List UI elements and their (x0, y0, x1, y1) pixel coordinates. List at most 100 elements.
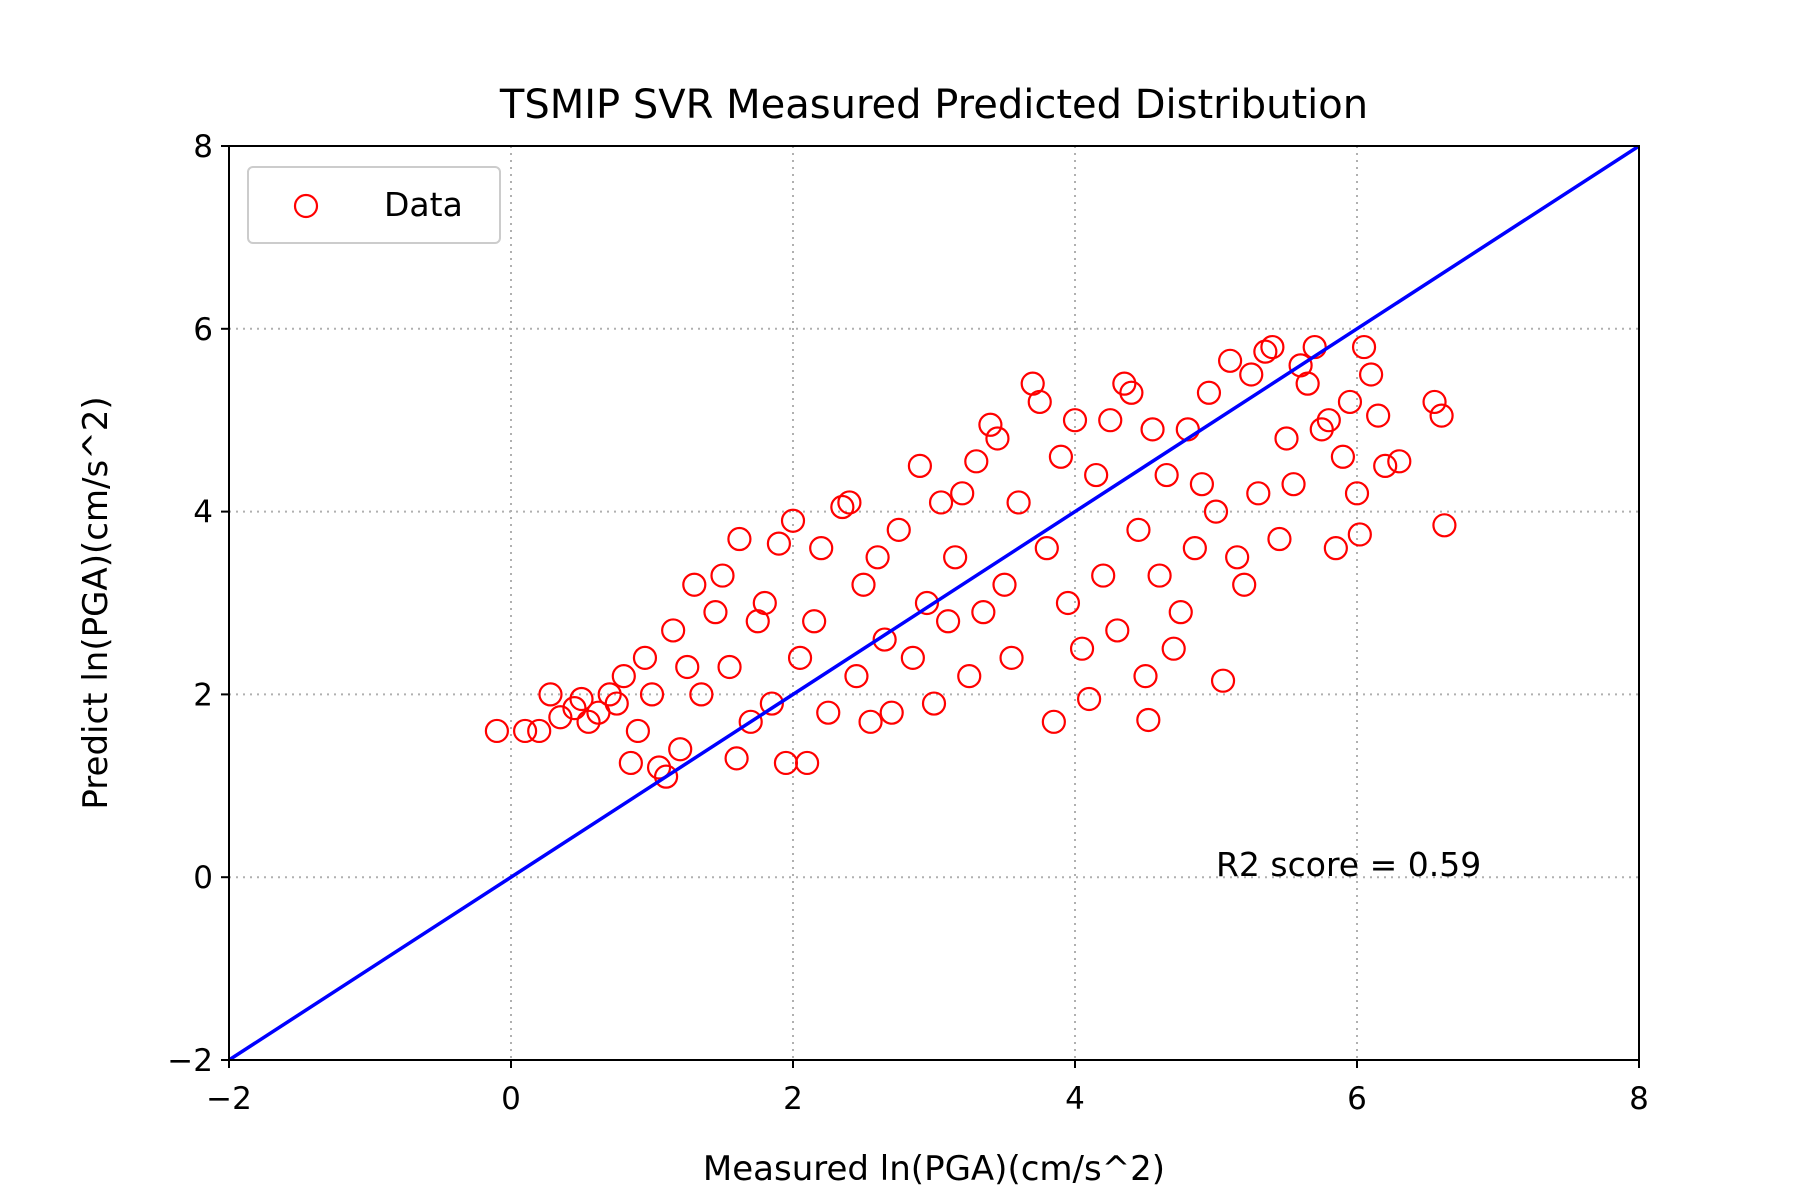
data-point (766, 531, 792, 556)
data-point (794, 750, 820, 776)
data-point (1373, 453, 1398, 478)
data-point (886, 517, 911, 542)
legend-label: Data (384, 185, 463, 224)
data-point (1161, 636, 1186, 661)
data-point (618, 750, 643, 776)
y-axis-label: Predict ln(PGA)(cm/s^2) (76, 396, 116, 809)
data-point (1239, 362, 1264, 387)
data-point (1203, 499, 1229, 524)
data-point (738, 709, 763, 734)
data-point (1076, 686, 1102, 712)
data-point (1267, 526, 1292, 552)
data-point (1126, 517, 1151, 542)
data-point (851, 572, 876, 597)
data-point (1084, 462, 1109, 488)
data-point (661, 618, 686, 643)
data-point (950, 481, 975, 506)
data-point (992, 572, 1017, 597)
data-point (548, 705, 573, 730)
data-point (1274, 426, 1299, 451)
data-point (717, 654, 742, 680)
y-tick-label: −2 (167, 1043, 213, 1079)
data-point (907, 453, 933, 478)
plot-frame (228, 145, 1640, 1061)
data-point (1295, 371, 1320, 396)
data-point (1344, 481, 1370, 506)
data-point (1062, 408, 1088, 433)
y-tick-label: 4 (193, 495, 213, 531)
data-point (1432, 513, 1457, 538)
x-tick-label: 6 (1347, 1081, 1367, 1117)
data-point (921, 691, 947, 716)
data-point (1140, 417, 1165, 442)
y-tick-label: 8 (193, 129, 213, 165)
data-point (569, 686, 594, 712)
data-point (985, 426, 1010, 451)
data-point (1133, 664, 1158, 689)
data-point (816, 700, 841, 725)
data-point (971, 600, 996, 625)
data-point (1217, 348, 1243, 373)
data-point (639, 682, 665, 707)
data-point (1168, 600, 1193, 625)
data-point (710, 563, 735, 588)
data-point (1351, 334, 1377, 360)
data-point (1330, 444, 1356, 469)
data-point (1232, 572, 1257, 597)
legend-marker-icon (293, 193, 319, 219)
data-point (682, 572, 707, 597)
data-point (1422, 389, 1447, 415)
data-point (527, 718, 552, 744)
axis-ticks: −2 0 2 4 6 8 −2 0 2 4 6 8 (167, 129, 1649, 1117)
data-point (900, 645, 925, 670)
data-point (943, 545, 968, 570)
data-point (538, 682, 563, 707)
data-point (1154, 462, 1179, 488)
data-point (1105, 618, 1130, 643)
data-point (1358, 362, 1384, 387)
data-point (1091, 563, 1116, 588)
data-point (879, 700, 904, 725)
data-point (484, 718, 509, 744)
data-point (1119, 380, 1144, 405)
data-point (1041, 709, 1066, 734)
data-point (611, 664, 636, 689)
data-point (1196, 380, 1222, 405)
data-point (780, 508, 806, 533)
data-point (675, 654, 700, 680)
legend: Data (247, 166, 501, 244)
data-point (844, 664, 869, 689)
x-axis-label: Measured ln(PGA)(cm/s^2) (703, 1149, 1165, 1189)
x-tick-label: 4 (1065, 1081, 1085, 1117)
chart-title: TSMIP SVR Measured Predicted Distributio… (499, 82, 1368, 128)
data-point (1069, 636, 1095, 661)
data-point (957, 664, 982, 689)
data-point (1034, 536, 1059, 561)
data-point (625, 718, 651, 744)
data-point (703, 600, 728, 625)
data-point (724, 746, 749, 771)
data-point (1048, 444, 1074, 469)
data-point (837, 490, 862, 515)
data-point (830, 494, 855, 520)
legend-box (247, 166, 501, 244)
data-point (1027, 389, 1052, 415)
data-point (668, 737, 693, 762)
data-point (604, 691, 629, 716)
data-point (999, 645, 1024, 670)
data-point (1189, 472, 1215, 497)
x-tick-label: 0 (501, 1081, 521, 1117)
grid-lines (229, 146, 1639, 1060)
x-tick-label: −2 (206, 1081, 252, 1117)
data-point (1225, 545, 1250, 570)
data-point (1136, 707, 1161, 733)
data-point (1281, 472, 1306, 497)
data-point (1387, 449, 1412, 474)
data-point (752, 590, 777, 616)
data-point (1055, 590, 1081, 616)
r2-annotation: R2 score = 0.59 (1216, 845, 1481, 884)
data-point (802, 609, 827, 634)
data-point (964, 449, 989, 474)
data-point (872, 627, 897, 652)
